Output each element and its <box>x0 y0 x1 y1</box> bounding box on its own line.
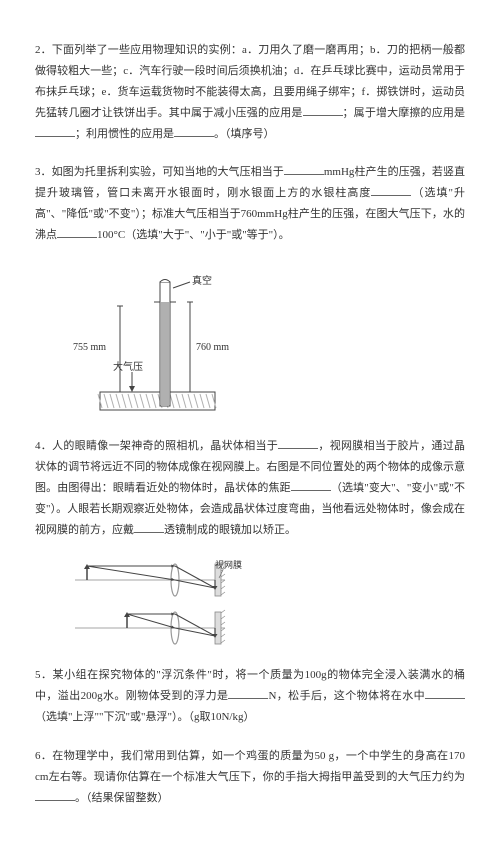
q4-blank-3 <box>134 520 164 533</box>
svg-text:真空: 真空 <box>192 274 212 287</box>
q4-blank-2 <box>291 478 331 491</box>
q3-blank-1 <box>284 162 324 175</box>
q2-mid2: ；利用惯性的应用是 <box>75 128 174 140</box>
torricelli-diagram: 真空 755 mm 760 mm 大气压 <box>65 264 235 424</box>
q6-prefix: 6．在物理学中，我们常用到估算，如一个鸡蛋的质量为50 g，一个中学生的身高在1… <box>35 750 465 783</box>
question-3: 3．如图为托里拆利实验，可知当地的大气压相当于mmHg柱产生的压强，若竖直提升玻… <box>35 162 465 246</box>
q4-prefix: 4．人的眼睛像一架神奇的照相机，晶状体相当于 <box>35 440 278 452</box>
q6-seg1: 。（结果保留整数） <box>75 792 169 804</box>
question-2: 2．下面列举了一些应用物理知识的实例：a．刀用久了磨一磨再用；b．刀的把柄一般都… <box>35 40 465 144</box>
question-4: 4．人的眼睛像一架神奇的照相机，晶状体相当于，视网膜相当于胶片，通过晶状体的调节… <box>35 436 465 540</box>
q2-blank-1 <box>303 103 343 116</box>
question-5: 5．某小组在探究物体的"浮沉条件"时，将一个质量为100g的物体完全浸入装满水的… <box>35 665 465 728</box>
q5-seg1: N，松手后，这个物体将在水中 <box>268 690 425 702</box>
svg-text:视网膜: 视网膜 <box>215 559 242 570</box>
q5-blank-1 <box>228 686 268 699</box>
q2-blank-2 <box>35 124 75 137</box>
q4-blank-1 <box>278 436 318 449</box>
svg-text:大气压: 大气压 <box>113 360 143 373</box>
q6-blank-1 <box>35 788 75 801</box>
q2-suffix: 。（填序号） <box>214 128 275 140</box>
q2-mid1: ；属于增大摩擦的应用是 <box>343 107 465 119</box>
question-6: 6．在物理学中，我们常用到估算，如一个鸡蛋的质量为50 g，一个中学生的身高在1… <box>35 746 465 809</box>
q5-blank-2 <box>425 686 465 699</box>
q3-prefix: 3．如图为托里拆利实验，可知当地的大气压相当于 <box>35 166 284 178</box>
figure-3-torricelli: 真空 755 mm 760 mm 大气压 <box>65 264 465 424</box>
eye-lens-diagram: 视网膜 <box>65 558 245 653</box>
q3-seg3: 100°C（选填"大于"、"小于"或"等于"）。 <box>97 229 290 241</box>
q3-blank-2 <box>371 183 411 196</box>
svg-text:760 mm: 760 mm <box>196 342 229 353</box>
q2-blank-3 <box>174 124 214 137</box>
figure-4-eye-lens: 视网膜 <box>65 558 465 653</box>
svg-text:755 mm: 755 mm <box>73 342 106 353</box>
q3-blank-3 <box>57 225 97 238</box>
q4-seg3: 透镜制成的眼镜加以矫正。 <box>164 524 296 536</box>
q5-seg2: （选填"上浮""下沉"或"悬浮"）。（g取10N/kg） <box>35 711 254 723</box>
